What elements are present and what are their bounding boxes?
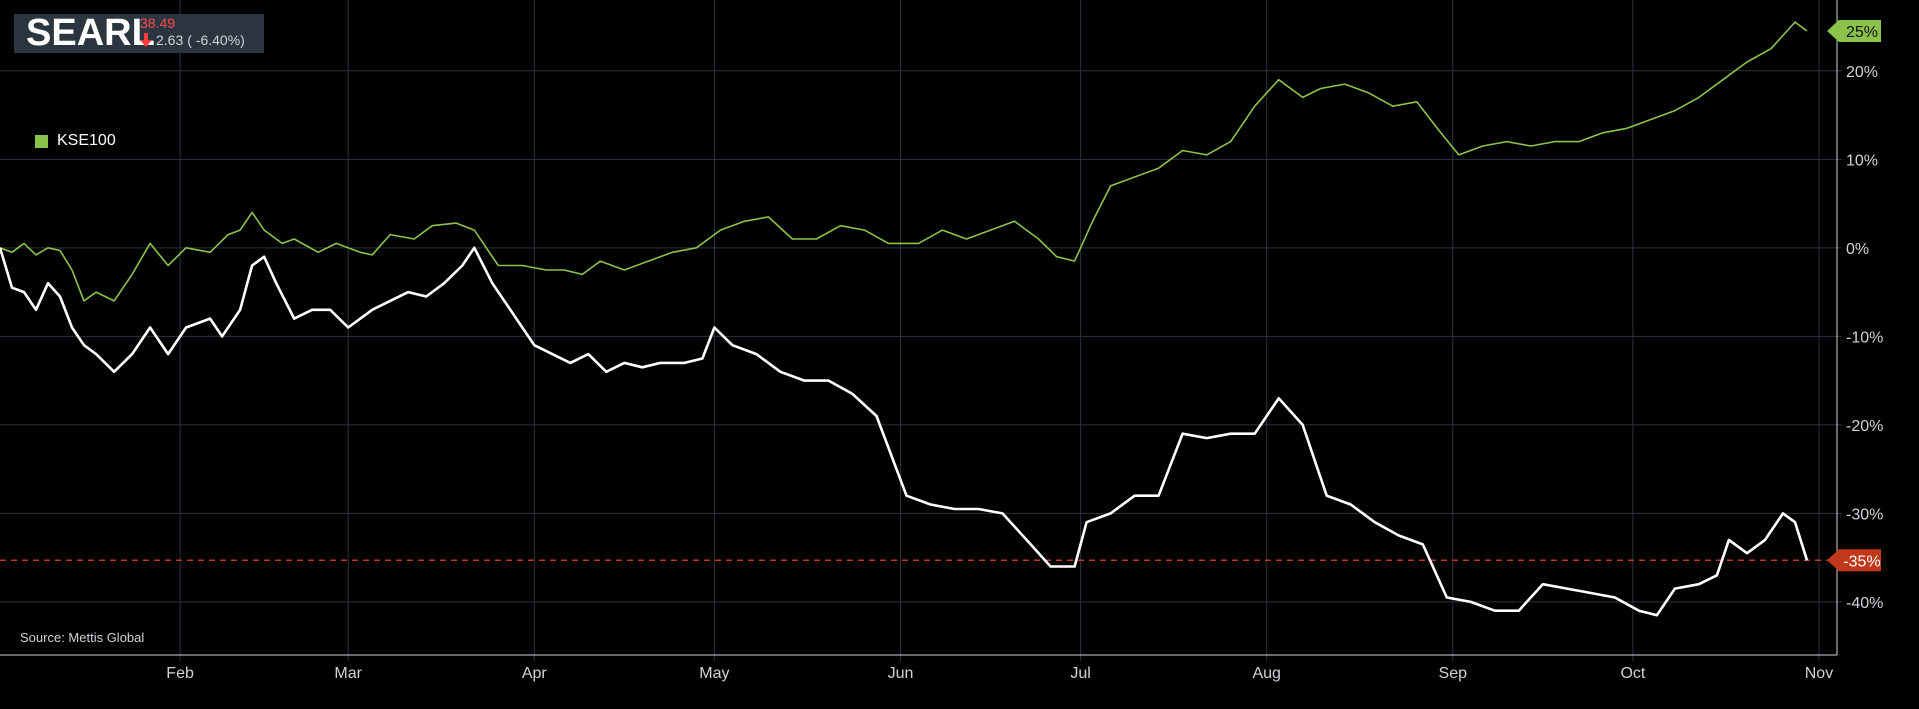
source-note: Source: Mettis Global bbox=[20, 630, 145, 645]
ticker-change-value: 2.63 bbox=[156, 32, 184, 48]
x-tick-label: Feb bbox=[166, 665, 194, 682]
x-tick-label: Oct bbox=[1620, 665, 1645, 682]
x-tick-label: Nov bbox=[1805, 665, 1833, 682]
y-axis-tick-labels: 20% 10% 0% -10% -20% -30% -40% bbox=[1846, 64, 1883, 612]
x-tick-label: Apr bbox=[522, 665, 548, 682]
y-tick-label: 10% bbox=[1846, 152, 1878, 169]
series-line-kse100 bbox=[0, 21, 1808, 302]
horizontal-gridlines bbox=[0, 70, 1842, 603]
y-tick-label: -30% bbox=[1846, 506, 1883, 523]
x-tick-label: Sep bbox=[1439, 665, 1468, 682]
x-tick-label: Aug bbox=[1252, 665, 1280, 682]
x-axis-tick-labels: Feb Mar Apr May Jun Jul Aug Sep Oct Nov bbox=[166, 665, 1833, 682]
last-value-marker-kse100: 25% bbox=[1827, 19, 1881, 42]
series-line-searl bbox=[0, 246, 1809, 617]
x-tick-label: May bbox=[699, 665, 729, 682]
ticker-price: 38.49 bbox=[140, 15, 176, 31]
marker-label: 25% bbox=[1846, 24, 1878, 41]
ticker-symbol: SEARL bbox=[26, 12, 155, 54]
ticker-change: 2.63 ( -6.40%) bbox=[140, 32, 245, 48]
y-tick-label: -20% bbox=[1846, 418, 1883, 435]
ticker-change-percent: ( -6.40%) bbox=[187, 32, 245, 48]
x-tick-label: Jun bbox=[888, 665, 914, 682]
x-tick-label: Mar bbox=[334, 665, 362, 682]
ticker-header: SEARL 38.49 2.63 ( -6.40%) bbox=[14, 14, 264, 53]
marker-label: -35% bbox=[1843, 553, 1880, 570]
legend-label-kse100: KSE100 bbox=[57, 132, 116, 149]
marker-shape bbox=[1827, 19, 1881, 42]
down-arrow-icon bbox=[140, 33, 152, 47]
last-value-markers: 25% -35% bbox=[1827, 19, 1881, 572]
y-tick-label: 20% bbox=[1846, 64, 1878, 81]
y-tick-label: -10% bbox=[1846, 329, 1883, 346]
vertical-gridlines bbox=[179, 0, 1820, 661]
x-tick-label: Jul bbox=[1070, 665, 1090, 682]
series-layer bbox=[0, 21, 1809, 617]
y-tick-label: -40% bbox=[1846, 595, 1883, 612]
y-tick-label: 0% bbox=[1846, 241, 1869, 258]
last-value-marker-searl: -35% bbox=[1827, 549, 1881, 572]
legend: KSE100 bbox=[35, 132, 116, 150]
legend-swatch-kse100 bbox=[35, 134, 48, 148]
marker-shape bbox=[1827, 549, 1881, 572]
